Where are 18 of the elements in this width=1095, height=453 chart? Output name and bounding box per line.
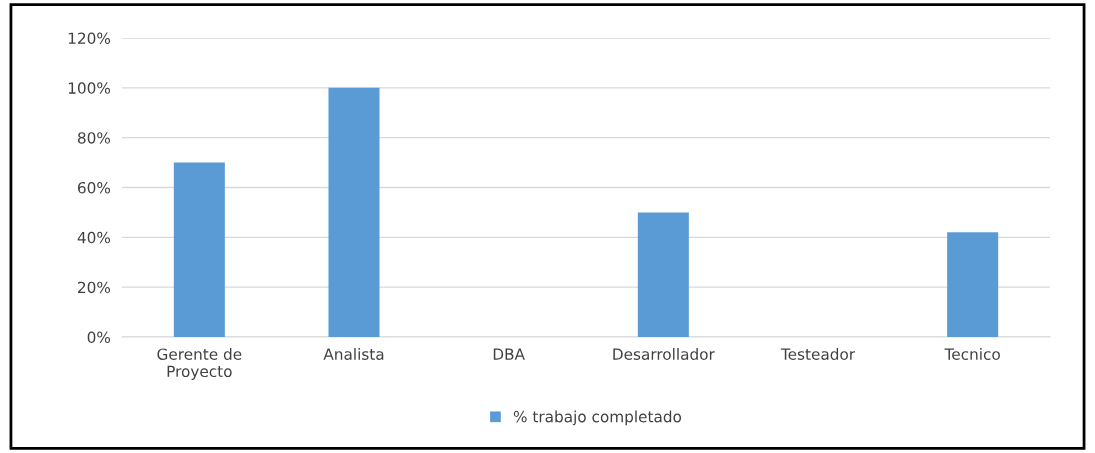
x-tick-label: Testeador — [780, 348, 856, 360]
y-tick-label: 120% — [68, 32, 111, 45]
y-tick-label: 80% — [77, 132, 111, 144]
x-tick-label: DBA — [493, 348, 525, 360]
x-tick-label: Analista — [323, 348, 384, 360]
y-tick-label: 0% — [87, 331, 111, 344]
bar — [173, 162, 225, 337]
legend-label: % trabajo completado — [513, 410, 682, 426]
y-tick-label: 100% — [68, 82, 111, 94]
bar — [637, 212, 689, 337]
bar — [947, 232, 999, 337]
y-tick-label: 20% — [78, 281, 111, 294]
bar — [328, 87, 380, 337]
x-tick-label: Desarrollador — [613, 348, 715, 360]
x-tick-label: Gerente de Proyecto — [157, 348, 242, 380]
y-tick-label: 40% — [77, 231, 111, 244]
x-tick-label: Tecnico — [944, 348, 1000, 360]
y-tick-label: 60% — [78, 181, 111, 194]
